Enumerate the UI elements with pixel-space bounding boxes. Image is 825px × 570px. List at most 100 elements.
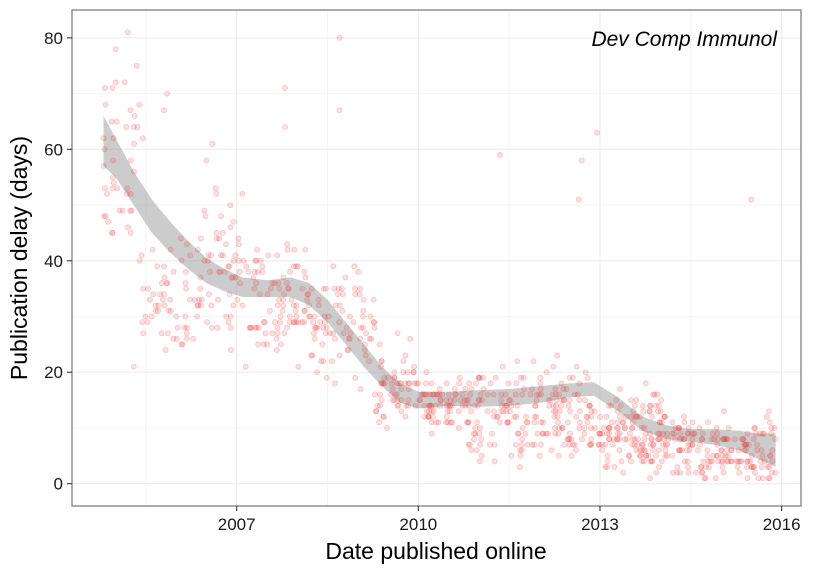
- data-point: [660, 430, 667, 437]
- data-point: [713, 424, 720, 431]
- data-point: [108, 118, 115, 125]
- data-point: [213, 190, 220, 197]
- data-point: [306, 313, 313, 320]
- data-point: [559, 424, 566, 431]
- data-point: [423, 391, 430, 398]
- data-point: [410, 369, 417, 376]
- data-point: [193, 313, 200, 320]
- data-point: [288, 296, 295, 303]
- data-point: [331, 285, 338, 292]
- data-point: [336, 352, 343, 359]
- data-point: [736, 458, 743, 465]
- data-point: [754, 441, 761, 448]
- data-point: [215, 268, 222, 275]
- data-point: [261, 319, 268, 326]
- data-point: [190, 335, 197, 342]
- data-point: [477, 391, 484, 398]
- x-tick-label: 2013: [581, 515, 619, 534]
- data-point: [295, 363, 302, 370]
- data-point: [301, 307, 308, 314]
- data-point: [769, 447, 776, 454]
- data-point: [421, 402, 428, 409]
- data-point: [262, 330, 269, 337]
- data-point: [276, 296, 283, 303]
- data-point: [523, 413, 530, 420]
- data-point: [491, 441, 498, 448]
- x-tick-label: 2016: [763, 515, 801, 534]
- data-point: [436, 391, 443, 398]
- data-point: [685, 441, 692, 448]
- data-point: [516, 463, 523, 470]
- data-point: [347, 330, 354, 337]
- data-point: [587, 441, 594, 448]
- data-point: [718, 447, 725, 454]
- data-point: [768, 424, 775, 431]
- smooth-confidence-band: [103, 115, 776, 468]
- data-point: [291, 246, 298, 253]
- data-point: [608, 402, 615, 409]
- data-point: [443, 419, 450, 426]
- data-point: [604, 430, 611, 437]
- data-point: [743, 447, 750, 454]
- data-point: [465, 419, 472, 426]
- data-point: [661, 413, 668, 420]
- data-point: [468, 385, 475, 392]
- data-point: [749, 463, 756, 470]
- data-point: [543, 430, 550, 437]
- data-point: [328, 358, 335, 365]
- data-point: [650, 391, 657, 398]
- data-point: [437, 402, 444, 409]
- data-point: [226, 291, 233, 298]
- data-point: [183, 285, 190, 292]
- data-point: [205, 252, 212, 259]
- data-point: [102, 213, 109, 220]
- data-point: [413, 380, 420, 387]
- data-point: [768, 469, 775, 476]
- data-point: [691, 430, 698, 437]
- data-point: [688, 430, 695, 437]
- data-point: [689, 441, 696, 448]
- data-point: [154, 263, 161, 270]
- points-layer: [100, 29, 779, 482]
- data-point: [378, 380, 385, 387]
- data-point: [219, 252, 226, 259]
- data-point: [127, 107, 134, 114]
- data-point: [302, 274, 309, 281]
- data-point: [513, 413, 520, 420]
- data-point: [490, 408, 497, 415]
- data-point: [658, 397, 665, 404]
- data-point: [134, 124, 141, 131]
- data-point: [371, 324, 378, 331]
- data-point: [218, 252, 225, 259]
- data-point: [253, 324, 260, 331]
- data-point: [274, 302, 281, 309]
- data-point: [461, 397, 468, 404]
- data-point: [217, 268, 224, 275]
- data-point: [622, 413, 629, 420]
- data-point: [538, 419, 545, 426]
- data-point: [619, 419, 626, 426]
- plot-panel-border: [71, 9, 802, 507]
- x-axis: 2007 2010 2013 2016: [218, 506, 801, 534]
- data-point: [764, 463, 771, 470]
- data-point: [344, 346, 351, 353]
- data-point: [437, 397, 444, 404]
- data-point: [565, 436, 572, 443]
- data-point: [567, 430, 574, 437]
- data-point: [677, 469, 684, 476]
- data-point: [164, 90, 171, 97]
- data-point: [259, 268, 266, 275]
- data-point: [446, 408, 453, 415]
- data-point: [430, 391, 437, 398]
- data-point: [109, 174, 116, 181]
- data-point: [346, 313, 353, 320]
- data-point: [611, 463, 618, 470]
- data-point: [653, 452, 660, 459]
- data-point: [643, 452, 650, 459]
- data-point: [476, 374, 483, 381]
- data-point: [553, 397, 560, 404]
- data-point: [361, 346, 368, 353]
- data-point: [596, 430, 603, 437]
- data-point: [178, 257, 185, 264]
- data-point: [530, 358, 537, 365]
